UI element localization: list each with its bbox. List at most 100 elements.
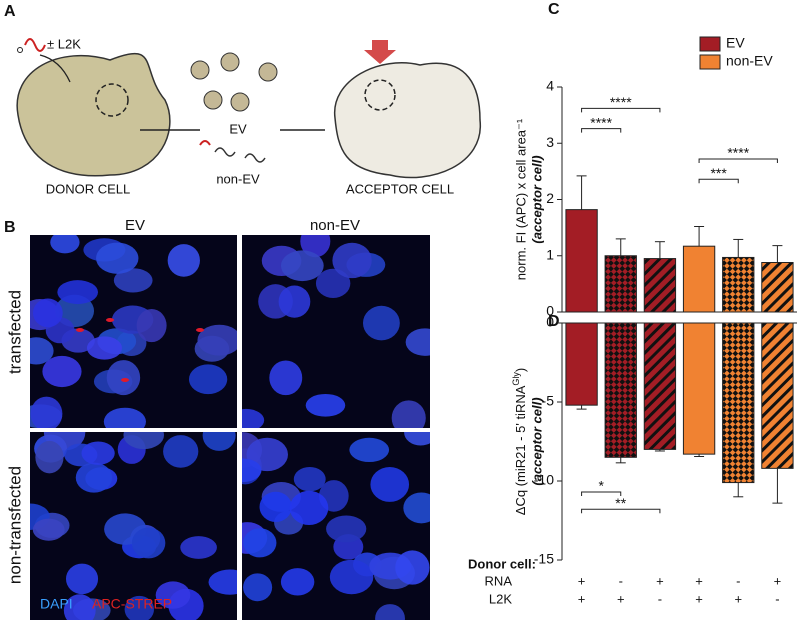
nucleus	[131, 527, 166, 559]
nucleus	[403, 492, 430, 524]
significance-label: *	[598, 478, 604, 494]
ev	[190, 60, 210, 80]
nucleus	[63, 594, 96, 620]
significance-label: ***	[710, 165, 727, 181]
y-tick-label: 0	[546, 303, 554, 319]
y-axis-label: (acceptor cell)	[529, 155, 544, 243]
ev	[230, 92, 250, 112]
y-axis-label-part: )	[513, 368, 528, 372]
y-axis-label: (acceptor cell)	[529, 397, 544, 485]
nucleus	[305, 393, 346, 417]
nucleus	[280, 250, 324, 282]
nuclei	[30, 235, 237, 428]
significance-bracket	[698, 178, 739, 184]
bar	[682, 245, 716, 313]
donor-cell: +	[578, 591, 586, 606]
nucleus	[404, 432, 430, 446]
nucleus	[326, 515, 367, 543]
nucleus	[30, 396, 63, 428]
panel-letter: D	[548, 313, 560, 330]
nucleus	[332, 242, 372, 279]
nucleus	[293, 466, 326, 492]
nuclei	[242, 432, 430, 620]
nucleus	[42, 355, 82, 388]
diagram	[16, 38, 481, 179]
ev	[203, 90, 223, 110]
bar	[643, 258, 677, 313]
nucleus	[242, 458, 262, 483]
row-label: non-transfected	[5, 466, 24, 584]
bar	[565, 209, 598, 313]
y-tick-label: -5	[542, 393, 555, 409]
nucleus	[96, 242, 139, 274]
legend-swatch	[699, 36, 721, 52]
nucleus	[30, 337, 54, 365]
y-axis-label: ΔCq (miR21 - 5' tiRNAGly)	[511, 368, 528, 515]
nucleus	[95, 83, 129, 117]
nucleus	[278, 285, 311, 318]
apc-signal	[76, 328, 84, 332]
column-label: non-EV	[310, 217, 360, 234]
nucleus	[103, 407, 146, 428]
bar	[604, 322, 637, 458]
significance-label: **	[615, 495, 626, 511]
donor-cell: +	[695, 573, 703, 588]
donor-cell: +	[578, 573, 586, 588]
significance-bracket	[581, 491, 622, 496]
donor-row-label: L2K	[489, 591, 512, 606]
legend-swatch	[699, 54, 721, 70]
arrow-down	[364, 40, 396, 64]
nucleus	[197, 324, 237, 356]
y-tick-label: 2	[546, 190, 554, 206]
micrographs	[30, 235, 430, 620]
significance-label: ****	[590, 114, 612, 130]
donor-cell: +	[734, 591, 742, 606]
donor-cell: +	[617, 591, 625, 606]
nucleus	[289, 490, 329, 526]
nucleus	[243, 573, 273, 602]
nucleus	[315, 268, 351, 298]
ev	[258, 62, 278, 82]
panel-letter: B	[4, 219, 16, 236]
bar	[722, 322, 755, 484]
acceptor-label: ACCEPTOR CELL	[346, 181, 454, 196]
nucleus	[35, 440, 64, 474]
nucleus	[370, 467, 410, 502]
panel-letter: A	[4, 3, 16, 20]
nuclei	[242, 235, 430, 428]
legend-label: EV	[726, 35, 745, 51]
y-tick-label: 1	[546, 246, 554, 262]
stain-label: APC-STREP	[92, 596, 172, 612]
y-axis-label-part: Gly	[511, 372, 521, 386]
ev	[220, 52, 240, 72]
donor-row-label: RNA	[485, 573, 513, 588]
y-tick-label: 4	[546, 78, 554, 94]
legend-label: non-EV	[726, 53, 773, 69]
nucleus	[86, 336, 123, 360]
nuclei	[30, 432, 237, 620]
nucleus	[113, 268, 153, 293]
donor-cell: +	[774, 573, 782, 588]
apc-signal	[196, 328, 204, 332]
ev-label: EV	[229, 121, 247, 136]
nucleus	[81, 441, 115, 465]
nucleus	[405, 328, 430, 356]
donor-title: Donor cell:	[468, 556, 536, 571]
rna	[214, 147, 266, 163]
nucleus	[391, 400, 426, 428]
rna	[24, 38, 46, 52]
nucleus	[155, 581, 191, 609]
bar	[761, 322, 794, 469]
bar	[761, 262, 794, 313]
nucleus	[208, 569, 237, 595]
y-tick-label: 3	[546, 134, 554, 150]
nucleus	[75, 462, 113, 493]
donor-cell	[16, 52, 171, 177]
nucleus	[243, 528, 277, 558]
significance-bracket	[581, 128, 622, 133]
nucleus	[259, 491, 292, 522]
arrow	[39, 54, 71, 83]
nucleus	[202, 432, 236, 451]
nucleus	[106, 360, 141, 396]
